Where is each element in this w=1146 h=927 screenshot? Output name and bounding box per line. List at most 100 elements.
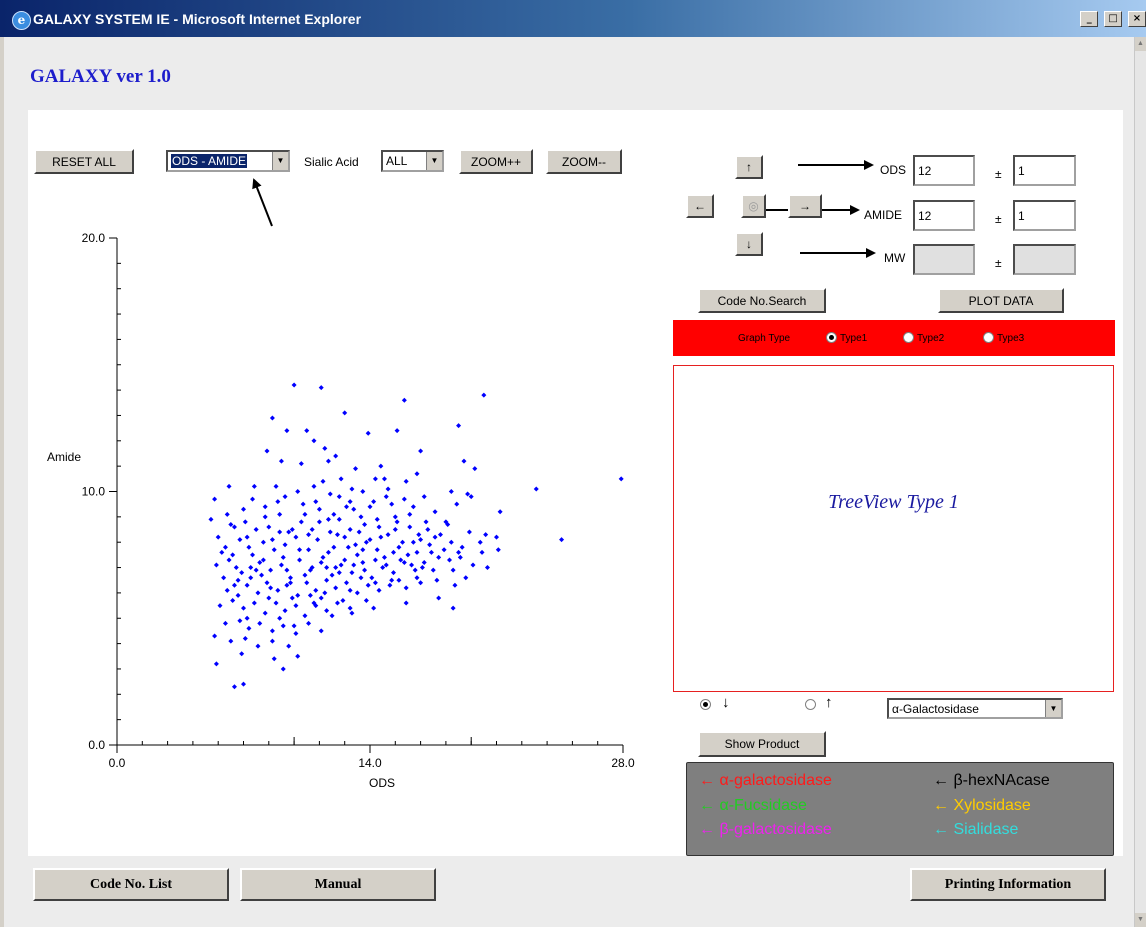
maximize-icon[interactable]: □ (1104, 11, 1123, 27)
scatter-point (230, 552, 236, 558)
minimize-icon[interactable]: _ (1080, 11, 1099, 27)
scatter-point (293, 534, 299, 540)
scatter-point (356, 529, 362, 535)
nav-left-button[interactable]: ← (686, 194, 714, 218)
scatter-point (269, 537, 275, 543)
scatter-point (407, 511, 413, 517)
treeview-panel[interactable]: TreeView Type 1 (673, 365, 1114, 692)
code-search-button[interactable]: Code No.Search (698, 288, 826, 313)
scatter-point (233, 565, 239, 571)
scatter-point (421, 494, 427, 500)
type3-radio[interactable] (983, 332, 994, 343)
type1-radio[interactable] (826, 332, 837, 343)
scatter-point (403, 600, 409, 606)
scatter-point (365, 430, 371, 436)
scatter-point (414, 549, 420, 555)
scatter-point (213, 562, 219, 568)
arrow-down-icon: ↓ (722, 694, 730, 711)
type1-label[interactable]: Type1 (840, 333, 868, 344)
scatter-point (367, 504, 373, 510)
vertical-scrollbar[interactable]: ▲ ▼ (1134, 37, 1146, 927)
plot-data-button[interactable]: PLOT DATA (938, 288, 1064, 313)
scatter-point (208, 516, 214, 522)
reset-all-button[interactable]: RESET ALL (34, 149, 134, 174)
scatter-point (324, 565, 330, 571)
scatter-point (306, 620, 312, 626)
scatter-point (329, 613, 335, 619)
scatter-point (354, 552, 360, 558)
nav-center-button[interactable]: ◎ (741, 194, 766, 218)
scatter-point (421, 559, 427, 565)
ie-icon: e (12, 11, 31, 30)
scatter-point (401, 496, 407, 502)
scatter-point (255, 590, 261, 596)
scatter-point (248, 575, 254, 581)
show-product-button[interactable]: Show Product (698, 731, 826, 757)
zoom-in-button[interactable]: ZOOM++ (459, 149, 533, 174)
type2-radio[interactable] (903, 332, 914, 343)
axis-select[interactable]: ODS - AMIDE ▼ (166, 150, 290, 172)
scatter-point (219, 549, 225, 555)
scatter-point (472, 466, 478, 472)
nav-right-button[interactable]: → (788, 194, 822, 218)
scatter-point (385, 486, 391, 492)
scatter-point (250, 552, 256, 558)
scatter-point (239, 570, 245, 576)
scatter-point (484, 565, 490, 571)
scatter-point (298, 461, 304, 467)
chevron-down-icon[interactable]: ▼ (1045, 700, 1061, 717)
scatter-point (244, 534, 250, 540)
enzyme-select[interactable]: α-Galactosidase ▼ (887, 698, 1063, 719)
scatter-point (342, 534, 348, 540)
chevron-down-icon[interactable]: ▼ (426, 152, 442, 170)
chevron-down-icon[interactable]: ▼ (272, 152, 288, 170)
direction-down-radio[interactable] (700, 699, 711, 710)
scatter-point (465, 491, 471, 497)
scatter-point (311, 600, 317, 606)
scroll-down-icon[interactable]: ▼ (1135, 913, 1146, 927)
code-no-list-button[interactable]: Code No. List (33, 868, 229, 901)
legend-xylosidase: ← Xylosidase (933, 797, 1031, 814)
scatter-point (224, 511, 230, 517)
scatter-point (389, 501, 395, 507)
type2-label[interactable]: Type2 (917, 333, 945, 344)
scatter-point (255, 643, 261, 649)
nav-up-button[interactable]: ↑ (735, 155, 763, 179)
printing-information-button[interactable]: Printing Information (910, 868, 1106, 901)
scatter-point (430, 567, 436, 573)
nav-down-button[interactable]: ↓ (735, 232, 763, 256)
scatter-point (318, 559, 324, 565)
window-titlebar[interactable]: e GALAXY SYSTEM IE - Microsoft Internet … (0, 0, 1146, 37)
manual-button[interactable]: Manual (240, 868, 436, 901)
scatter-point (278, 458, 284, 464)
scatter-point (304, 580, 310, 586)
scatter-point (398, 557, 404, 563)
amide-pm-label: ± (995, 212, 1002, 226)
scatter-point (470, 562, 476, 568)
mw-tolerance-input[interactable] (1013, 244, 1076, 275)
scatter-point (287, 580, 293, 586)
type3-label[interactable]: Type3 (997, 333, 1025, 344)
scatter-point (287, 575, 293, 581)
scatter-point (427, 542, 433, 548)
amide-input[interactable] (913, 200, 975, 231)
scatter-point (372, 580, 378, 586)
sialic-acid-select[interactable]: ALL ▼ (381, 150, 444, 172)
zoom-out-button[interactable]: ZOOM-- (546, 149, 622, 174)
app-title: GALAXY ver 1.0 (30, 66, 171, 87)
scatter-point (381, 554, 387, 560)
ods-tolerance-input[interactable] (1013, 155, 1076, 186)
ods-input[interactable] (913, 155, 975, 186)
scatter-point (394, 519, 400, 525)
mw-input[interactable] (913, 244, 975, 275)
scroll-up-icon[interactable]: ▲ (1135, 37, 1146, 51)
direction-up-radio[interactable] (805, 699, 816, 710)
scatter-point (369, 575, 375, 581)
scatter-point (315, 537, 321, 543)
amide-tolerance-input[interactable] (1013, 200, 1076, 231)
scatter-point (423, 519, 429, 525)
scatter-point (378, 534, 384, 540)
scatter-point (362, 567, 368, 573)
scatter-point (425, 527, 431, 533)
scatter-point (228, 521, 234, 527)
